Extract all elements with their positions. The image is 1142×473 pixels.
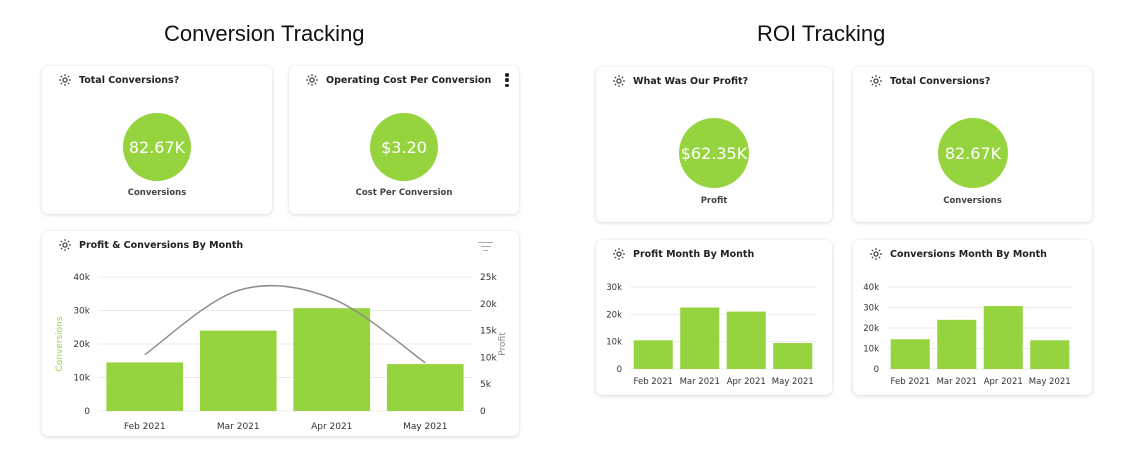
bar [293, 308, 371, 411]
card-title: What Was Our Profit? [633, 76, 749, 87]
conversions-month-chart-card[interactable]: Conversions Month By Month 0 10k 20k 30k 40k… [853, 240, 1092, 395]
y2-tick-label: 15k [480, 327, 497, 337]
x-tick-label: Feb 2021 [891, 377, 930, 387]
card-title: Operating Cost Per Conversion [326, 75, 492, 86]
gear-icon[interactable] [869, 247, 883, 261]
profit-line [144, 285, 426, 364]
bar [983, 306, 1023, 369]
y-tick-label: 20k [73, 340, 90, 350]
y-tick-label: 20k [863, 324, 879, 334]
y2-tick-label: 0 [480, 407, 486, 417]
bar [773, 343, 813, 369]
y-tick-label: 0 [617, 365, 622, 375]
bar [726, 311, 766, 369]
x-tick-label: Mar 2021 [937, 377, 977, 387]
y-axis-label: Conversions [55, 316, 65, 371]
operating-cost-card[interactable]: Operating Cost Per Conversion $3.20 Cost… [289, 66, 519, 214]
gear-icon[interactable] [612, 247, 626, 261]
bar [680, 307, 720, 369]
roi-tracking-heading: ROI Tracking [757, 21, 886, 46]
y2-axis-label: Profit [498, 332, 508, 356]
kpi-value-circle: 82.67K [123, 113, 191, 181]
profit-kpi-card[interactable]: What Was Our Profit? $62.35K Profit [596, 67, 832, 222]
kpi-label: Conversions [943, 196, 1002, 206]
y-tick-label: 30k [73, 307, 90, 317]
kpi-label: Profit [700, 196, 728, 206]
bar [1030, 340, 1070, 369]
gear-icon[interactable] [58, 238, 72, 252]
y2-tick-label: 5k [480, 380, 492, 390]
gear-icon[interactable] [612, 74, 626, 88]
y-tick-label: 10k [606, 338, 622, 348]
total-conversions-card-roi[interactable]: Total Conversions? 82.67K Conversions [853, 67, 1092, 222]
kpi-label: Cost Per Conversion [355, 188, 453, 198]
profit-conversions-chart-card[interactable]: Profit & Conversions By Month 0 10k 20k 30k… [42, 231, 519, 436]
x-tick-label: Apr 2021 [727, 377, 766, 387]
total-conversions-card[interactable]: Total Conversions? 82.67K Conversions [42, 66, 272, 214]
y-tick-label: 10k [863, 345, 879, 355]
bar [106, 362, 184, 411]
gear-icon[interactable] [869, 74, 883, 88]
profit-month-chart-card[interactable]: Profit Month By Month 0 10k 20k 30k Feb 2021… [596, 240, 832, 395]
y2-tick-label: 20k [480, 300, 497, 310]
bar [199, 330, 277, 411]
card-title: Conversions Month By Month [890, 249, 1047, 260]
conversions-month-chart: 0 10k 20k 30k 40k Feb 2021 Mar 2021 Apr 2021 May… [863, 283, 1073, 387]
x-tick-label: Apr 2021 [311, 422, 352, 432]
x-tick-label: Mar 2021 [217, 422, 260, 432]
conversion-tracking-heading: Conversion Tracking [164, 21, 365, 46]
bar [890, 339, 930, 369]
kpi-value-circle: 82.67K [938, 118, 1008, 188]
x-tick-label: May 2021 [1029, 377, 1071, 387]
gear-icon[interactable] [58, 73, 72, 87]
card-title: Profit Month By Month [633, 249, 755, 260]
bar [386, 364, 464, 411]
bar [633, 340, 673, 369]
y-tick-label: 40k [73, 273, 90, 283]
x-tick-label: May 2021 [403, 422, 447, 432]
kpi-value-circle: $62.35K [679, 118, 749, 188]
filter-icon[interactable] [478, 242, 493, 252]
x-tick-label: Feb 2021 [634, 377, 673, 387]
gear-icon[interactable] [305, 73, 319, 87]
x-tick-label: Mar 2021 [680, 377, 720, 387]
y2-tick-label: 25k [480, 273, 497, 283]
profit-conversions-chart: 0 10k 20k 30k 40k Feb 2021 Mar 2021 Apr 2021 May… [55, 273, 508, 432]
x-tick-label: Feb 2021 [124, 422, 166, 432]
kpi-label: Conversions [127, 188, 187, 198]
y-tick-label: 10k [73, 374, 90, 384]
kpi-value-circle: $3.20 [370, 113, 438, 181]
bar [937, 319, 977, 369]
y-tick-label: 30k [863, 304, 879, 314]
y-tick-label: 20k [606, 310, 622, 320]
x-tick-label: May 2021 [772, 377, 814, 387]
profit-month-chart: 0 10k 20k 30k Feb 2021 Mar 2021 Apr 2021 May 20… [606, 283, 816, 387]
card-title: Total Conversions? [79, 75, 180, 86]
card-title: Profit & Conversions By Month [79, 240, 244, 251]
y-tick-label: 30k [606, 283, 622, 293]
y2-tick-label: 10k [480, 353, 497, 363]
y-tick-label: 0 [874, 365, 879, 375]
x-tick-label: Apr 2021 [984, 377, 1023, 387]
y-tick-label: 0 [84, 407, 90, 417]
card-title: Total Conversions? [890, 76, 991, 87]
y-tick-label: 40k [863, 283, 879, 293]
kebab-menu-icon[interactable] [505, 73, 509, 88]
